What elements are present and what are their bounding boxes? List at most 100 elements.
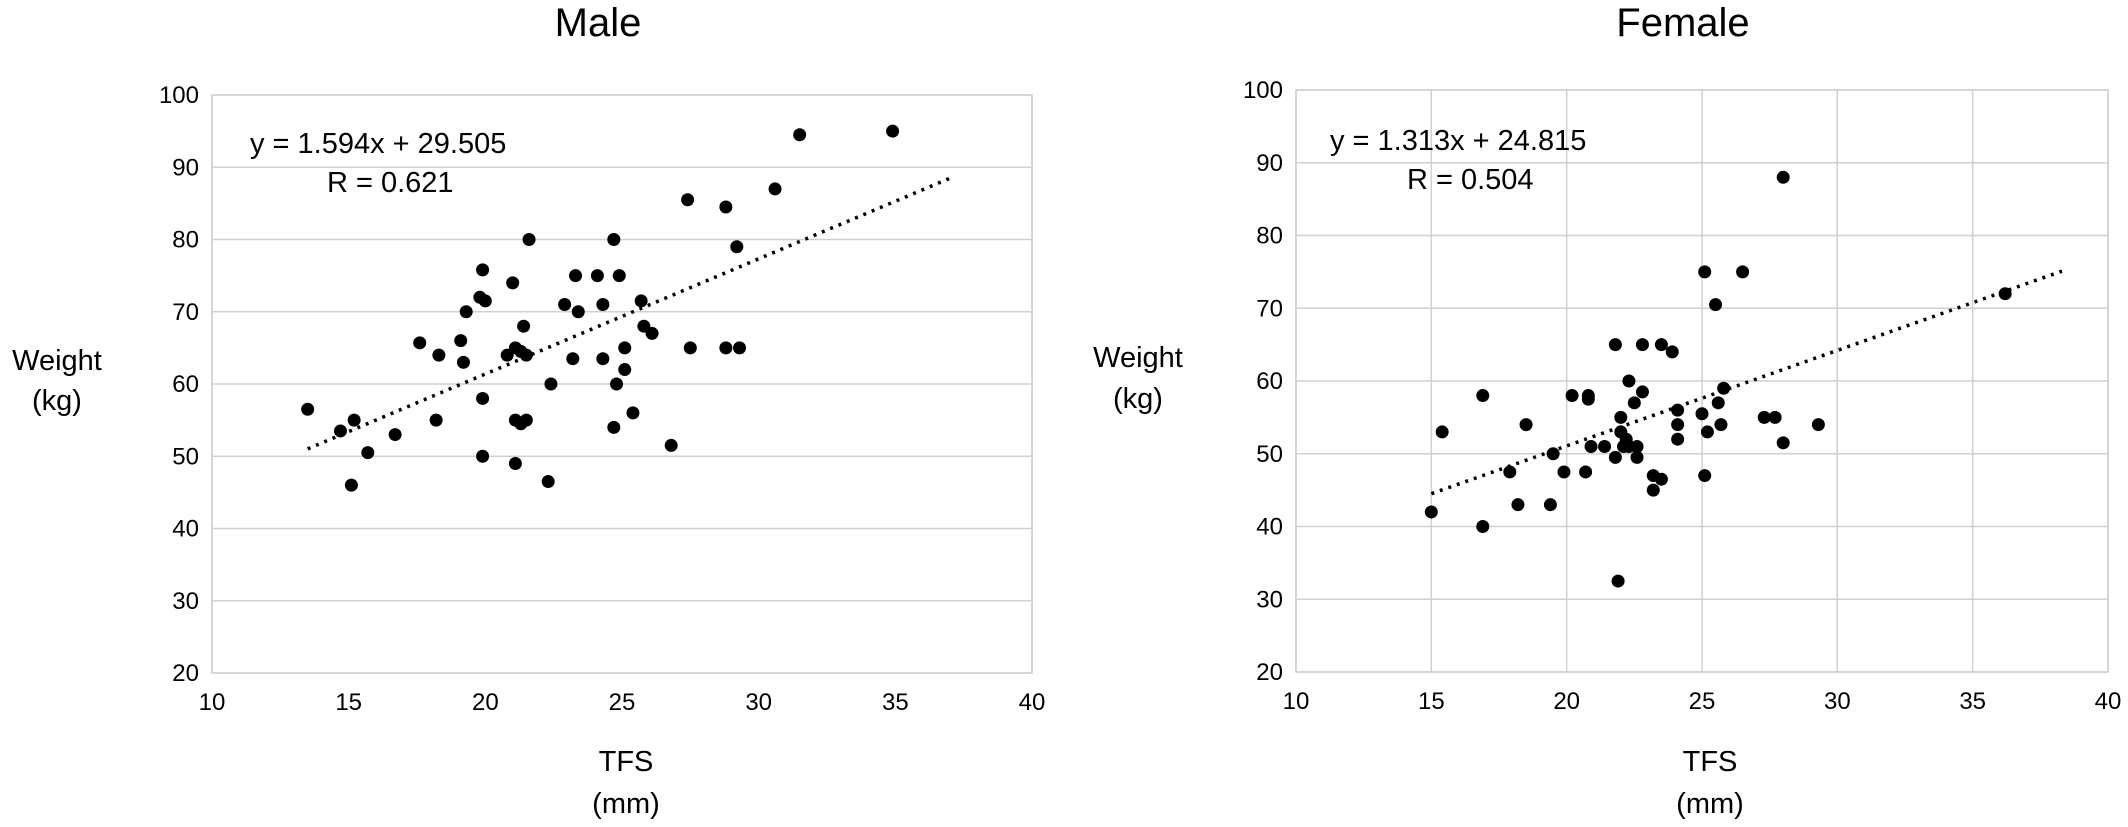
- female-chart-title: Female: [1616, 1, 1749, 45]
- female-point-44: [1714, 418, 1728, 432]
- female-point-25: [1630, 450, 1644, 464]
- female-point-3: [1476, 520, 1490, 533]
- female-point-28: [1635, 338, 1649, 352]
- female-point-50: [1776, 170, 1790, 184]
- male-point-22: [519, 348, 533, 362]
- female-point-8: [1546, 447, 1560, 461]
- male-xtick-35: 35: [882, 689, 909, 716]
- male-point-9: [459, 305, 473, 319]
- female-r-value: R = 0.504: [1407, 164, 1534, 196]
- female-x-axis-unit: (mm): [1676, 788, 1744, 820]
- female-point-16: [1608, 338, 1622, 352]
- female-point-6: [1519, 418, 1533, 432]
- male-point-35: [544, 377, 558, 391]
- female-point-49: [1776, 436, 1790, 450]
- male-point-34: [566, 352, 580, 366]
- female-point-41: [1698, 469, 1712, 483]
- male-point-52: [733, 341, 747, 355]
- male-point-3: [344, 478, 358, 492]
- female-xtick-20: 20: [1553, 688, 1580, 715]
- female-point-23: [1622, 374, 1636, 388]
- male-point-54: [768, 182, 782, 196]
- male-x-axis-label: TFS: [599, 746, 654, 778]
- female-point-40: [1700, 425, 1714, 439]
- female-point-31: [1654, 338, 1668, 352]
- male-point-46: [607, 420, 621, 434]
- female-point-0: [1424, 505, 1438, 519]
- female-point-18: [1614, 410, 1628, 424]
- female-point-38: [1695, 407, 1709, 421]
- female-regression-equation: y = 1.313x + 24.815: [1330, 125, 1586, 157]
- male-r-value: R = 0.621: [327, 167, 454, 199]
- female-point-33: [1665, 345, 1679, 359]
- male-ytick-20: 20: [172, 660, 199, 687]
- male-y-axis-unit: (kg): [32, 385, 82, 417]
- female-xtick-25: 25: [1689, 688, 1716, 715]
- male-data-points: [301, 124, 900, 492]
- female-point-15: [1598, 439, 1612, 453]
- female-point-35: [1671, 418, 1685, 432]
- male-point-14: [476, 263, 490, 277]
- male-point-5: [388, 428, 402, 442]
- male-point-50: [719, 200, 733, 214]
- female-ytick-70: 70: [1256, 295, 1283, 322]
- male-x-tick-labels: 10 15 20 25 30 35 40: [199, 689, 1046, 716]
- female-point-43: [1711, 396, 1725, 410]
- male-point-49: [683, 341, 697, 355]
- male-point-32: [596, 298, 610, 312]
- male-x-axis-unit: (mm): [592, 788, 660, 820]
- female-xtick-15: 15: [1418, 688, 1445, 715]
- female-point-26: [1630, 439, 1644, 453]
- male-point-30: [571, 305, 585, 319]
- female-point-5: [1511, 498, 1525, 512]
- male-point-38: [612, 269, 626, 283]
- male-ytick-90: 90: [172, 154, 199, 181]
- female-point-10: [1565, 389, 1579, 403]
- female-gridlines: [1296, 90, 2108, 672]
- female-point-52: [1998, 287, 2012, 301]
- female-xtick-10: 10: [1283, 688, 1310, 715]
- male-ytick-80: 80: [172, 227, 199, 254]
- male-point-17: [522, 233, 536, 246]
- male-point-56: [886, 124, 900, 138]
- male-point-48: [681, 193, 695, 207]
- male-point-33: [596, 352, 610, 366]
- male-point-6: [413, 336, 427, 350]
- male-ytick-50: 50: [172, 443, 199, 470]
- male-point-37: [607, 233, 621, 246]
- male-xtick-10: 10: [199, 689, 226, 716]
- female-x-axis-label: TFS: [1683, 746, 1738, 778]
- male-point-11: [456, 355, 470, 369]
- male-xtick-20: 20: [472, 689, 499, 716]
- male-point-0: [301, 402, 315, 416]
- male-point-51: [719, 341, 733, 355]
- female-ytick-100: 100: [1243, 77, 1283, 104]
- male-point-55: [793, 128, 807, 142]
- male-point-1: [333, 424, 347, 438]
- male-point-29: [569, 269, 583, 283]
- male-point-26: [519, 413, 533, 427]
- female-point-48: [1768, 410, 1782, 424]
- female-ytick-30: 30: [1256, 586, 1283, 613]
- male-point-27: [508, 456, 522, 470]
- male-point-47: [664, 438, 678, 452]
- male-point-39: [618, 341, 632, 355]
- male-chart-title: Male: [555, 1, 642, 45]
- female-point-17: [1608, 450, 1622, 464]
- female-point-24: [1627, 396, 1641, 410]
- female-point-1: [1435, 425, 1449, 439]
- female-trendline: [1430, 269, 2063, 496]
- female-point-2: [1476, 389, 1490, 403]
- female-point-45: [1717, 381, 1731, 395]
- female-point-7: [1543, 498, 1557, 512]
- female-point-39: [1698, 265, 1712, 279]
- male-y-axis-label: Weight: [12, 345, 102, 377]
- female-point-27: [1635, 385, 1649, 399]
- male-point-36: [541, 475, 555, 489]
- female-point-34: [1671, 403, 1685, 417]
- male-point-41: [626, 406, 640, 420]
- male-point-42: [634, 294, 648, 308]
- male-point-8: [429, 413, 443, 427]
